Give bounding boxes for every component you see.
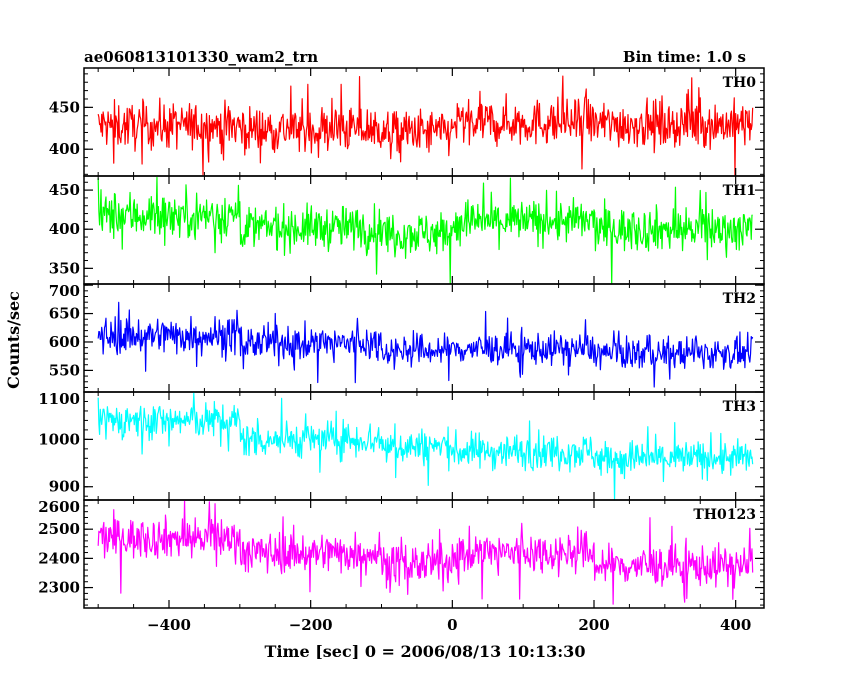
y-tick-label: 1100 <box>38 390 80 408</box>
panel-frame <box>83 499 765 609</box>
panel-label-th3: TH3 <box>723 399 756 415</box>
y-tick-label: 650 <box>49 305 80 323</box>
panel-label-th2: TH2 <box>723 291 756 307</box>
x-tick-label: −200 <box>289 616 333 634</box>
y-tick-label: 550 <box>49 361 80 379</box>
y-tick-label: 2300 <box>38 579 80 597</box>
y-tick-label: 450 <box>49 181 80 199</box>
panel-label-th1: TH1 <box>723 183 756 199</box>
y-tick-label: 400 <box>49 220 80 238</box>
panel-label-th0: TH0 <box>723 75 757 91</box>
y-tick-label: 350 <box>49 259 80 277</box>
series-line-th2 <box>97 301 754 388</box>
x-tick-label: 0 <box>447 616 457 634</box>
x-axis-label: Time [sec] 0 = 2006/08/13 10:13:30 <box>265 642 586 661</box>
panel-th0: 400 450 TH0 <box>49 67 765 177</box>
chart-title: ae060813101330_wam2_trn <box>84 48 318 66</box>
series-line-th0123 <box>97 499 754 605</box>
y-tick-label: 900 <box>49 478 80 496</box>
y-axis-label: Counts/sec <box>4 291 23 389</box>
panel-label-th0123: TH0123 <box>693 507 756 523</box>
panel-th0123: 2300 2400 2500 2600 TH0123 −400 −200 0 200 400 <box>38 498 765 634</box>
panel-th1: 350 400 450 TH1 <box>49 175 765 285</box>
y-tick-label: 400 <box>49 140 80 158</box>
x-tick-label: 400 <box>720 616 751 634</box>
series-line-th1 <box>97 176 753 285</box>
y-tick-label: 2600 <box>38 498 80 516</box>
panel-th2: 550 600 650 700 TH2 <box>49 282 765 393</box>
y-tick-label: 450 <box>49 98 80 116</box>
series-line-th0 <box>97 75 754 177</box>
panel-stack: 400 450 TH0 350 400 450 TH1 550 600 650 700 TH2 900 1… <box>38 67 765 634</box>
y-tick-label: 1000 <box>38 430 80 448</box>
y-tick-label: 2400 <box>38 549 80 567</box>
bin-time-label: Bin time: 1.0 s <box>623 48 746 66</box>
x-tick-label: 200 <box>578 616 609 634</box>
x-tick-label: −400 <box>147 616 191 634</box>
panel-th3: 900 1000 1100 TH3 <box>38 390 765 501</box>
y-tick-label: 700 <box>49 282 80 300</box>
series-line-th3 <box>97 392 754 501</box>
y-tick-label: 2500 <box>38 520 80 538</box>
y-tick-label: 600 <box>49 333 80 351</box>
